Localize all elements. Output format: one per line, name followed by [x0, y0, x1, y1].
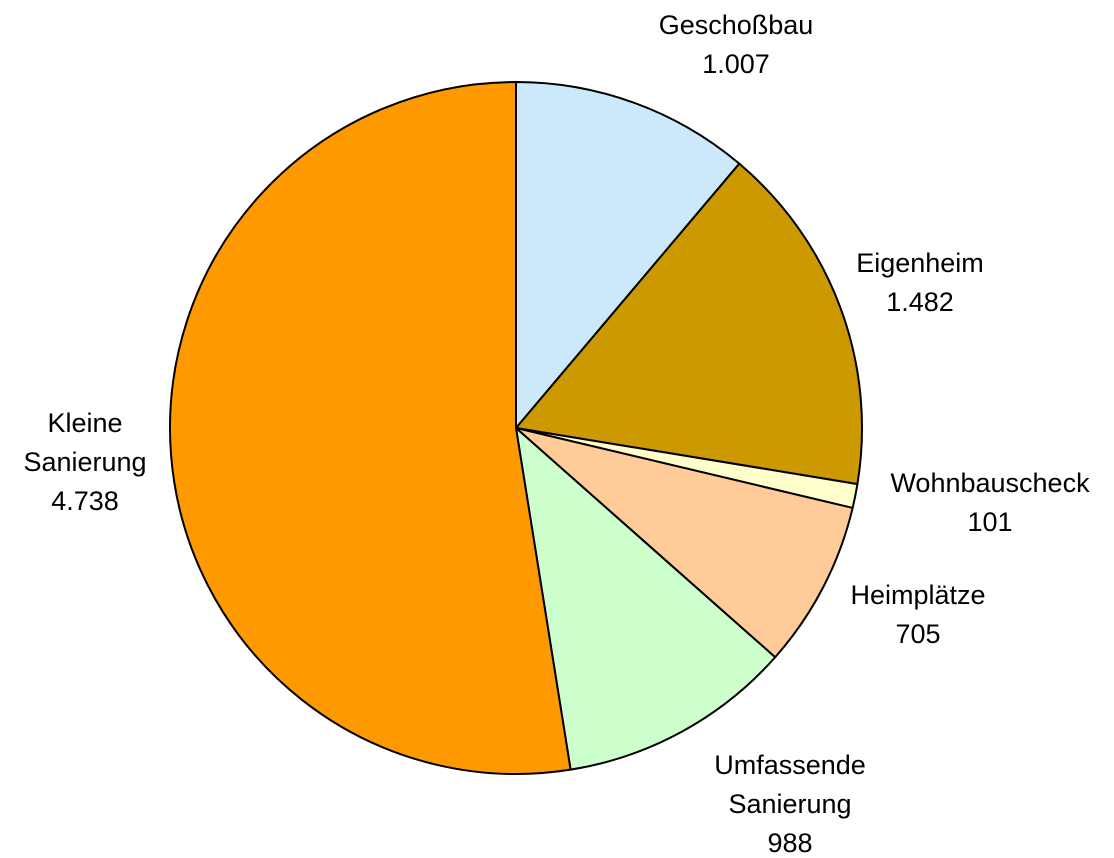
pie-slice: [169, 80, 572, 775]
slice-label: Heimplätze: [850, 580, 985, 610]
slice-value-label: 4.738: [51, 486, 119, 516]
slice-label: Geschoßbau: [659, 10, 814, 40]
pie-slice: [515, 427, 854, 659]
slice-value-label: 705: [895, 619, 940, 649]
slice-value-label: 1.007: [702, 49, 770, 79]
slice-label: Eigenheim: [856, 248, 984, 278]
slice-label: Wohnbauscheck: [890, 468, 1090, 498]
slice-label: Umfassende Sanierung: [714, 750, 866, 819]
pie-slice: [515, 80, 741, 431]
slice-label: Kleine Sanierung: [23, 408, 146, 477]
pie-slice: [514, 162, 863, 486]
pie-slice: [514, 425, 777, 771]
slice-value-label: 988: [767, 828, 812, 858]
slice-value-label: 1.482: [886, 287, 954, 317]
slice-value-label: 101: [967, 507, 1012, 537]
